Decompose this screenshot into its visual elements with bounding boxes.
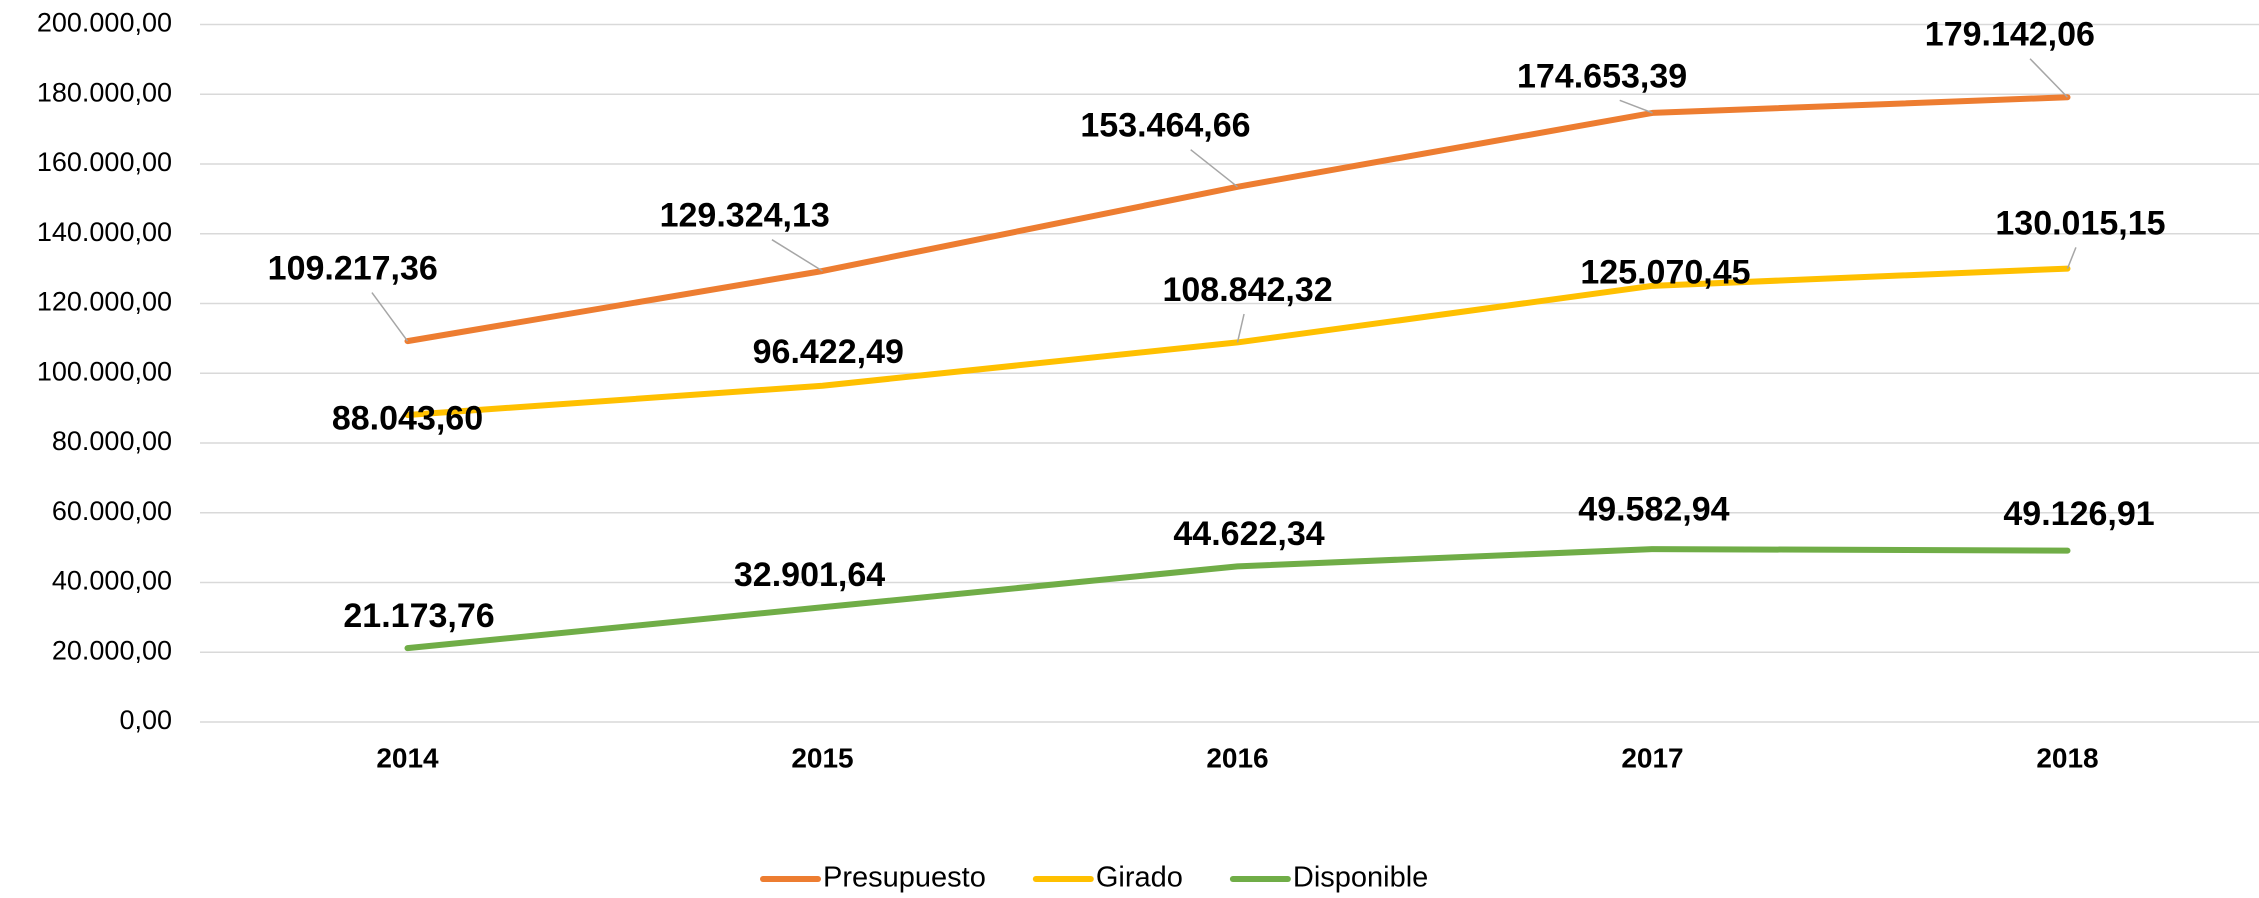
data-label: 109.217,36 [268, 249, 438, 287]
data-label: 88.043,60 [332, 400, 483, 438]
series-line [404, 546, 2071, 652]
leader-line [771, 239, 823, 272]
data-label: 49.582,94 [1578, 491, 1729, 529]
x-tick-label: 2018 [2036, 742, 2098, 773]
legend-label: Girado [1096, 862, 1183, 894]
data-label: 49.126,91 [2003, 495, 2154, 533]
x-tick-label: 2014 [376, 742, 439, 773]
x-tick-label: 2017 [1621, 742, 1683, 773]
data-label: 96.422,49 [753, 333, 904, 371]
data-label: 125.070,45 [1580, 253, 1750, 291]
data-label: 179.142,06 [1925, 16, 2095, 54]
y-tick-label: 0,00 [119, 705, 172, 735]
legend-label: Disponible [1293, 862, 1428, 894]
data-label: 21.173,76 [343, 597, 494, 635]
leader-line [2029, 58, 2069, 98]
x-tick-label: 2015 [791, 742, 853, 773]
y-tick-label: 20.000,00 [52, 635, 172, 665]
leader-line [2066, 247, 2077, 269]
data-label: 130.015,15 [1995, 204, 2165, 242]
data-label: 153.464,66 [1080, 107, 1250, 145]
data-label: 174.653,39 [1517, 57, 1687, 95]
y-tick-label: 80.000,00 [52, 426, 172, 456]
data-label: 44.622,34 [1173, 515, 1324, 553]
x-tick-label: 2016 [1206, 742, 1268, 773]
y-tick-label: 140.000,00 [37, 217, 172, 247]
leader-line [1190, 149, 1238, 188]
y-tick-label: 100.000,00 [37, 356, 172, 386]
leader-line [1619, 99, 1653, 114]
y-tick-label: 160.000,00 [37, 147, 172, 177]
leader-line [371, 292, 409, 342]
leader-line [1236, 313, 1245, 343]
y-tick-label: 40.000,00 [52, 566, 172, 596]
y-tick-label: 200.000,00 [37, 8, 172, 38]
data-label: 32.901,64 [734, 556, 885, 594]
y-tick-label: 120.000,00 [37, 287, 172, 317]
legend-label: Presupuesto [823, 862, 986, 894]
y-tick-label: 180.000,00 [37, 77, 172, 107]
data-label: 129.324,13 [660, 197, 830, 235]
data-label: 108.842,32 [1162, 271, 1332, 309]
y-tick-label: 60.000,00 [52, 496, 172, 526]
